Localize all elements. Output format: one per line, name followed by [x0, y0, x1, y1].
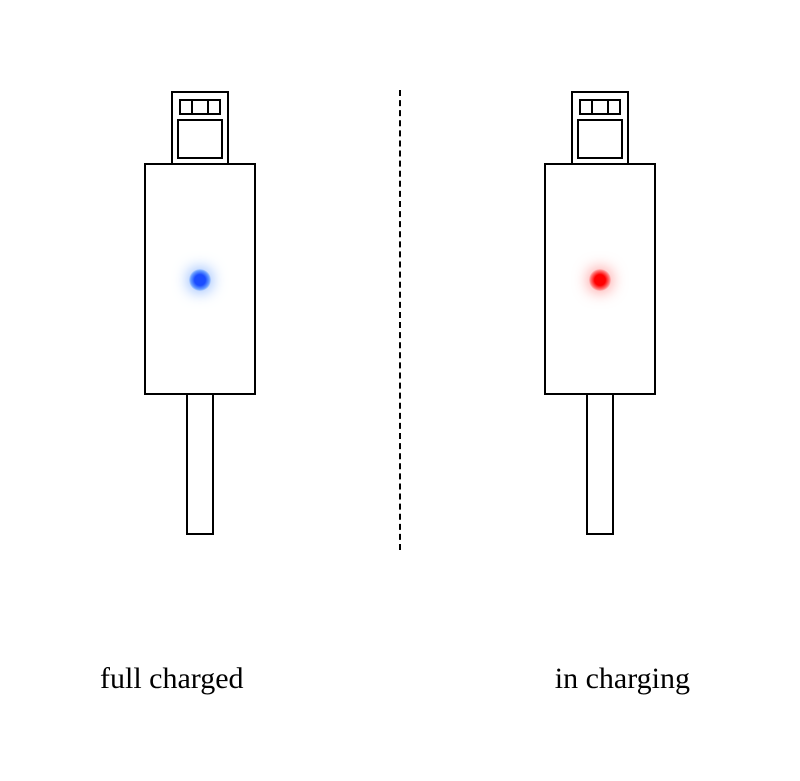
usb-charger-full: [130, 90, 270, 550]
led-indicator-full: [189, 269, 211, 291]
usb-outline-svg: [530, 90, 670, 550]
center-divider: [399, 90, 401, 550]
led-indicator-charging: [589, 269, 611, 291]
usb-outline-svg: [130, 90, 270, 550]
label-in-charging: in charging: [555, 662, 690, 696]
label-full-charged: full charged: [100, 662, 244, 696]
diagram-container: full charged in charging: [0, 0, 800, 781]
usb-charger-charging: [530, 90, 670, 550]
